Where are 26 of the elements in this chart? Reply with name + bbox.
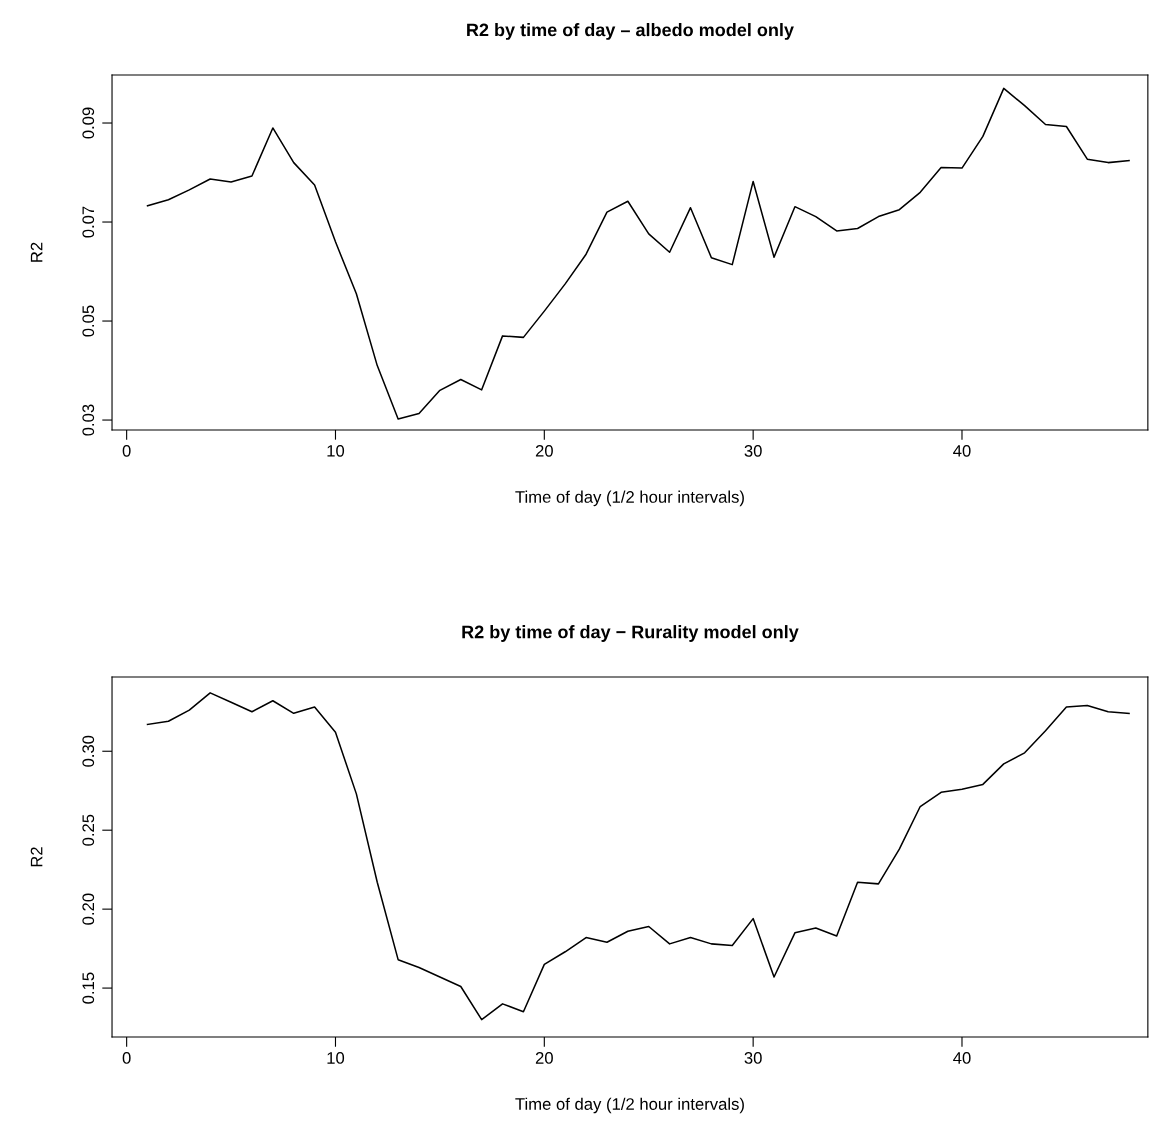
y-tick-label: 0.05 [82, 305, 95, 337]
y-tick-label: 0.09 [82, 107, 95, 139]
x-tick-label: 40 [953, 444, 971, 457]
x-tick-label: 10 [327, 444, 345, 457]
x-axis-title: Time of day (1/2 hour intervals) [515, 490, 744, 507]
chart-title: R2 by time of day − Rurality model only [462, 625, 799, 642]
line-series [146, 692, 1130, 1021]
x-tick-label: 10 [327, 1052, 345, 1064]
y-axis-title: R2 [30, 242, 43, 262]
x-tick-label: 0 [122, 444, 131, 457]
y-tick-label: 0.07 [82, 206, 95, 238]
x-tick-label: 0 [122, 1052, 131, 1064]
y-tick-label: 0.30 [82, 735, 95, 767]
line-series [146, 87, 1130, 420]
x-tick-label: 30 [744, 1052, 762, 1064]
x-axis-title: Time of day (1/2 hour intervals) [515, 1097, 744, 1114]
chart-title: R2 by time of day – albedo model only [467, 23, 794, 40]
y-tick-label: 0.20 [82, 893, 95, 925]
x-tick-label: 20 [535, 444, 553, 457]
y-tick-label: 0.03 [82, 404, 95, 436]
x-tick-label: 30 [744, 444, 762, 457]
y-tick-label: 0.25 [82, 814, 95, 846]
y-tick-label: 0.15 [82, 972, 95, 1004]
x-tick-label: 40 [953, 1052, 971, 1064]
x-tick-label: 20 [535, 1052, 553, 1064]
y-axis-title: R2 [30, 847, 43, 867]
